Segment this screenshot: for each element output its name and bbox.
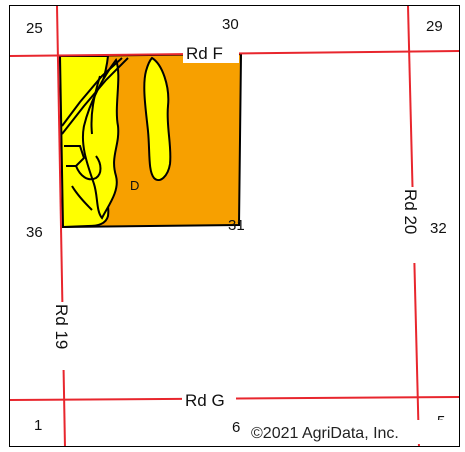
section-number-36: 36 bbox=[26, 224, 43, 241]
soil-boundary-line-3 bbox=[64, 145, 86, 167]
soil-polygon-strip bbox=[82, 57, 120, 220]
section-number-29: 29 bbox=[426, 18, 443, 35]
soil-polygon-east bbox=[143, 56, 172, 182]
section-number-32: 32 bbox=[430, 220, 447, 237]
section-number-1: 1 bbox=[34, 417, 42, 434]
soil-map-frame: 25 30 29 36 31 32 1 6 5 Rd F Rd G Rd 19 … bbox=[9, 5, 460, 447]
road-label-rd-g: Rd G bbox=[185, 391, 225, 410]
soil-boundary-line-4 bbox=[75, 155, 102, 181]
section-number-25: 25 bbox=[26, 20, 43, 37]
soil-unit-label: D bbox=[130, 178, 139, 193]
copyright-text: ©2021 AgriData, Inc. bbox=[251, 425, 399, 442]
section-number-31: 31 bbox=[228, 217, 245, 234]
soil-boundary-line-1 bbox=[61, 57, 123, 127]
section-number-6: 6 bbox=[232, 419, 240, 436]
road-rd-19 bbox=[56, 6, 66, 446]
section-number-30: 30 bbox=[222, 16, 239, 33]
road-label-rd-f: Rd F bbox=[186, 44, 223, 63]
road-label-rd-19: Rd 19 bbox=[52, 304, 71, 349]
road-label-rd-20: Rd 20 bbox=[401, 189, 420, 234]
soil-map-svg: 25 30 29 36 31 32 1 6 5 Rd F Rd G Rd 19 … bbox=[10, 6, 459, 446]
soil-boundary-line-5 bbox=[71, 185, 93, 211]
soil-boundary-line-6 bbox=[90, 75, 101, 135]
